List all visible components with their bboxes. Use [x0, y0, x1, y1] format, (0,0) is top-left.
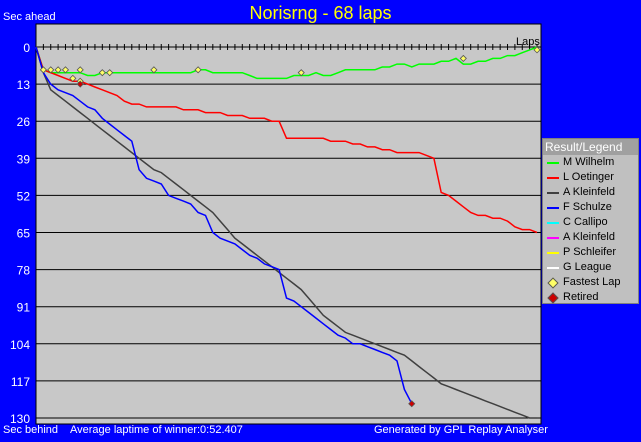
plot-area [35, 23, 542, 425]
generated-by-label: Generated by GPL Replay Analyser [374, 424, 548, 436]
y-tick-label: 13 [17, 78, 31, 92]
y-tick-label: 91 [17, 301, 31, 315]
y-tick-label: 104 [10, 338, 30, 352]
fastest-lap-marker [39, 66, 47, 74]
fastest-lap-marker [459, 54, 467, 62]
legend: Result/Legend M Wilhelm L Oetinger A Klein… [542, 138, 639, 304]
sec-ahead-label: Sec ahead [3, 11, 56, 23]
y-tick-label: 39 [17, 152, 31, 166]
average-laptime-label: Average laptime of winner:0:52.407 [70, 424, 243, 436]
legend-item: Retired [543, 290, 638, 305]
legend-item: Fastest Lap [543, 275, 638, 290]
legend-item: L Oetinger [543, 170, 638, 185]
legend-label: F Schulze [563, 201, 612, 213]
series-f-schulze [35, 46, 413, 405]
series-m-wilhelm [35, 46, 538, 80]
fastest-lap-marker [297, 69, 305, 77]
legend-label: Fastest Lap [563, 276, 621, 288]
chart-title: Norisrng - 68 laps [249, 3, 392, 23]
y-tick-label: 117 [11, 375, 30, 389]
legend-item: G League [543, 260, 638, 275]
grid [36, 46, 541, 419]
legend-diamond-icon [547, 292, 559, 304]
fastest-lap-marker [61, 66, 70, 74]
legend-item: M Wilhelm [543, 155, 638, 170]
fastest-lap-marker [47, 66, 55, 74]
legend-label: G League [563, 261, 612, 273]
retired-marker [408, 400, 416, 408]
legend-swatch [547, 237, 559, 239]
legend-swatch [547, 162, 559, 164]
legend-item: C Callipo [543, 215, 638, 230]
markers [39, 46, 541, 408]
y-tick-label: 0 [23, 41, 30, 55]
y-tick-label: 65 [17, 227, 31, 241]
y-ticks: 0 13 26 39 52 65 78 91 104 117 130 [10, 41, 30, 426]
fastest-lap-marker [150, 66, 158, 74]
x-axis-label: Laps [516, 36, 540, 48]
legend-diamond-icon [547, 277, 559, 289]
legend-swatch [547, 252, 559, 254]
legend-item: P Schleifer [543, 245, 638, 260]
legend-swatch [547, 192, 559, 194]
legend-swatch [547, 267, 559, 269]
legend-item: F Schulze [543, 200, 638, 215]
fastest-lap-marker [54, 66, 62, 74]
fastest-lap-marker [194, 66, 202, 74]
x-ticks [35, 44, 538, 50]
legend-swatch [547, 222, 559, 224]
series-a-kleinfeld [35, 46, 537, 419]
legend-swatch [547, 207, 559, 209]
legend-label: M Wilhelm [563, 156, 615, 168]
series-lines [35, 46, 538, 419]
legend-item: A Kleinfeld [543, 185, 638, 200]
fastest-lap-marker [533, 46, 541, 54]
y-tick-label: 130 [10, 412, 30, 426]
y-tick-label: 78 [17, 264, 31, 278]
fastest-lap-marker [69, 74, 77, 82]
legend-label: A Kleinfeld [563, 231, 615, 243]
legend-item: A Kleinfeld [543, 230, 638, 245]
y-tick-label: 26 [17, 115, 31, 129]
legend-label: Retired [563, 291, 599, 303]
series-l-oetinger [35, 46, 538, 234]
legend-swatch [547, 177, 559, 179]
retired-marker [76, 80, 84, 88]
legend-label: C Callipo [563, 216, 608, 228]
legend-title: Result/Legend [543, 139, 638, 155]
sec-behind-label: Sec behind [3, 424, 59, 436]
fastest-lap-marker [76, 66, 84, 74]
y-tick-label: 52 [17, 189, 31, 203]
legend-label: L Oetinger [563, 171, 614, 183]
legend-label: A Kleinfeld [563, 186, 615, 198]
fastest-lap-marker [106, 69, 114, 77]
legend-label: P Schleifer [563, 246, 616, 258]
fastest-lap-marker [98, 69, 106, 77]
